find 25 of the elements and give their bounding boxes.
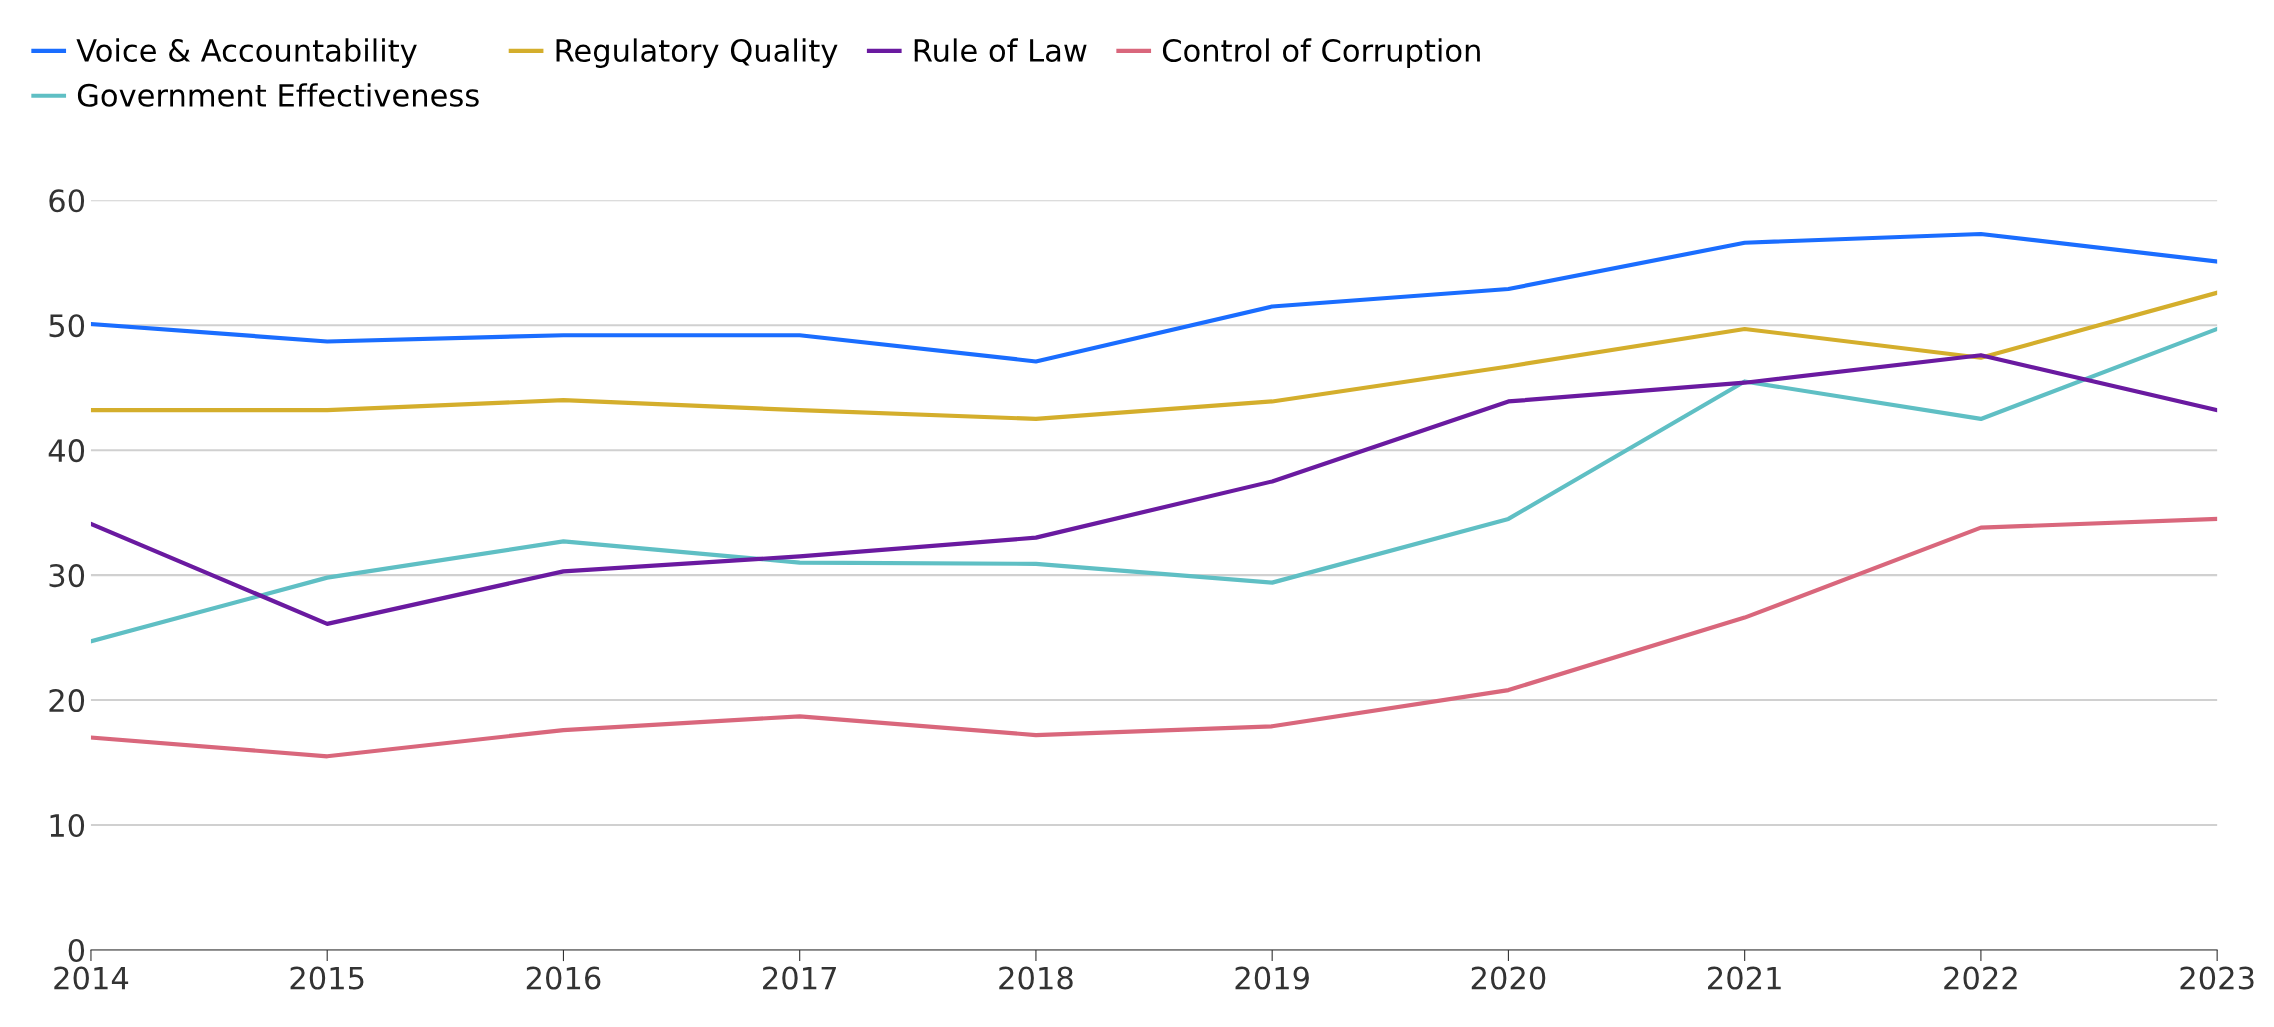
x-tick-label: 2022 <box>1944 966 2017 990</box>
y-tick-label: 10 <box>50 813 85 838</box>
line-series <box>90 231 2218 364</box>
y-tick-label: 0 <box>68 938 85 963</box>
x-tick-label: 2018 <box>999 966 1073 990</box>
legend-label: Government Effectiveness <box>77 83 479 107</box>
legend-label: Voice & Accountability <box>76 38 417 68</box>
y-tick-label: 60 <box>49 189 85 213</box>
x-tick-label: 2017 <box>763 966 836 990</box>
legend-label: Rule of Law <box>914 38 1087 63</box>
line-series <box>90 290 2218 422</box>
x-tick-label: 2016 <box>526 966 601 990</box>
legend-label: Control of Corruption <box>1162 38 1480 68</box>
x-tick-label: 2021 <box>1708 966 1781 990</box>
line-series <box>90 516 2218 759</box>
x-tick-label: 2014 <box>54 966 129 990</box>
x-tick-label: 2023 <box>2180 966 2254 990</box>
x-tick-label: 2020 <box>1471 966 1546 990</box>
legend-label: Regulatory Quality <box>556 38 838 68</box>
x-tick-label: 2015 <box>290 966 364 990</box>
y-tick-label: 20 <box>49 689 85 713</box>
y-tick-label: 40 <box>48 439 85 463</box>
y-tick-label: 50 <box>49 314 85 338</box>
x-tick-label: 2019 <box>1235 966 1309 990</box>
y-tick-label: 30 <box>49 564 85 588</box>
